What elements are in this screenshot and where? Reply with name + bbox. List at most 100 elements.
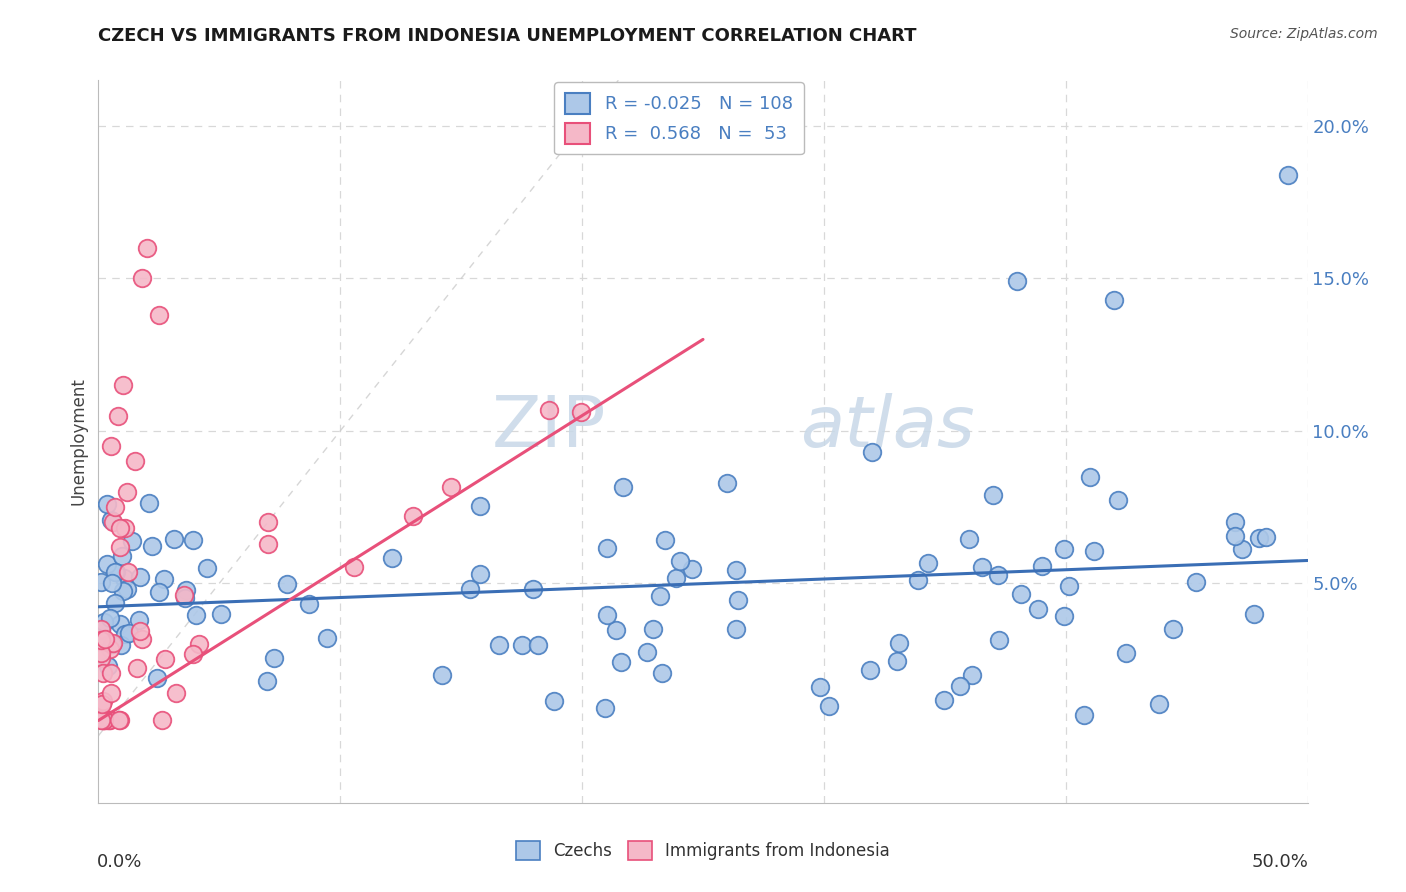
Point (957, 533, 980, 547)
Point (724, 563, 747, 577)
Point (138, 496, 160, 510)
Point (1078, 469, 1101, 483)
Point (1277, 168, 1299, 182)
Point (263, 651, 285, 665)
Point (141, 539, 163, 553)
Point (860, 445, 883, 459)
Point (1223, 516, 1246, 530)
Point (110, 638, 132, 652)
Point (108, 714, 131, 728)
Point (100, 666, 122, 681)
Point (651, 666, 673, 681)
Point (648, 589, 671, 603)
Point (468, 566, 491, 581)
Point (153, 652, 176, 666)
Point (98, 714, 121, 728)
Point (987, 633, 1010, 648)
Point (96, 497, 118, 511)
Point (128, 613, 150, 627)
Text: Source: ZipAtlas.com: Source: ZipAtlas.com (1230, 27, 1378, 41)
Point (727, 593, 749, 607)
Point (96, 714, 118, 728)
Point (153, 572, 176, 586)
Point (90, 714, 112, 728)
Point (117, 565, 139, 579)
Point (1073, 707, 1095, 722)
Point (104, 565, 127, 579)
Point (1057, 579, 1080, 593)
Point (527, 638, 550, 652)
Point (131, 632, 153, 647)
Point (125, 661, 148, 675)
Point (91, 694, 114, 708)
Point (665, 571, 688, 585)
Point (593, 700, 616, 714)
Point (91, 697, 114, 711)
Point (543, 694, 565, 708)
Point (90, 651, 112, 665)
Point (100, 513, 122, 527)
Point (987, 567, 1010, 582)
Point (430, 668, 453, 682)
Point (1147, 698, 1170, 712)
Point (1161, 622, 1184, 636)
Point (93, 714, 115, 728)
Point (1230, 542, 1253, 557)
Text: 0.0%: 0.0% (97, 854, 142, 871)
Point (1254, 530, 1277, 544)
Point (107, 409, 129, 423)
Point (110, 521, 132, 535)
Point (636, 645, 658, 659)
Point (654, 533, 676, 547)
Point (949, 679, 972, 693)
Point (114, 521, 136, 535)
Point (381, 551, 404, 566)
Point (1102, 293, 1125, 307)
Point (98, 611, 121, 625)
Point (108, 540, 131, 554)
Point (641, 622, 664, 636)
Point (1053, 609, 1076, 624)
Point (101, 516, 124, 530)
Point (932, 693, 955, 707)
Point (148, 585, 170, 599)
Point (135, 241, 157, 255)
Point (1083, 543, 1105, 558)
Point (569, 405, 592, 419)
Point (596, 608, 619, 623)
Point (256, 516, 278, 530)
Point (1053, 542, 1076, 557)
Point (97, 714, 120, 728)
Point (93, 615, 115, 629)
Point (458, 582, 481, 597)
Point (184, 607, 207, 622)
Point (174, 583, 197, 598)
Point (1031, 558, 1053, 573)
Point (104, 596, 127, 610)
Point (981, 488, 1004, 502)
Point (93, 714, 115, 728)
Point (187, 637, 209, 651)
Point (146, 671, 169, 685)
Point (97, 659, 120, 673)
Point (174, 591, 197, 605)
Point (510, 638, 533, 652)
Point (669, 553, 692, 567)
Point (605, 623, 627, 637)
Point (98, 642, 121, 657)
Point (90, 646, 112, 660)
Legend: Czechs, Immigrants from Indonesia: Czechs, Immigrants from Indonesia (509, 834, 897, 867)
Point (960, 668, 983, 682)
Point (1026, 602, 1049, 616)
Point (108, 714, 131, 728)
Point (859, 663, 882, 677)
Point (90, 622, 112, 636)
Point (104, 500, 127, 514)
Point (100, 439, 122, 453)
Point (488, 638, 510, 652)
Point (470, 499, 492, 513)
Point (256, 674, 278, 689)
Point (90, 711, 112, 725)
Point (117, 582, 139, 596)
Point (343, 560, 366, 574)
